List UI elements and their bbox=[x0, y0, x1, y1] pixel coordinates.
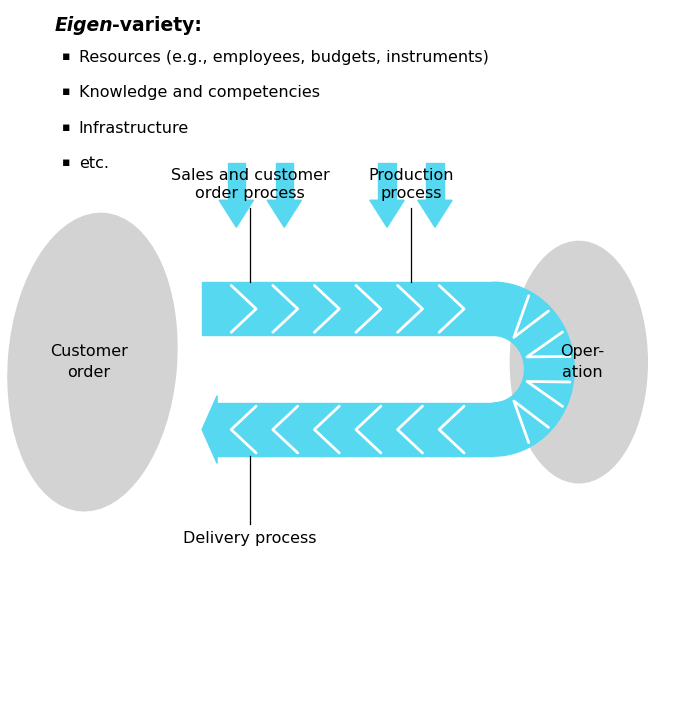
Polygon shape bbox=[202, 395, 217, 464]
Polygon shape bbox=[219, 200, 253, 227]
Polygon shape bbox=[418, 200, 452, 227]
Ellipse shape bbox=[8, 214, 177, 510]
Polygon shape bbox=[493, 283, 574, 456]
Bar bbox=[217, 403, 493, 456]
Bar bbox=[202, 282, 493, 336]
Text: ▪: ▪ bbox=[62, 85, 70, 98]
Bar bbox=[275, 163, 292, 200]
Polygon shape bbox=[267, 200, 301, 227]
Ellipse shape bbox=[510, 241, 647, 483]
Text: Resources (e.g., employees, budgets, instruments): Resources (e.g., employees, budgets, ins… bbox=[79, 50, 488, 65]
Text: Sales and customer
order process: Sales and customer order process bbox=[171, 168, 329, 200]
Bar bbox=[426, 163, 444, 200]
Text: -variety:: -variety: bbox=[112, 16, 201, 35]
Text: ▪: ▪ bbox=[62, 50, 70, 62]
Bar bbox=[227, 163, 245, 200]
Text: ▪: ▪ bbox=[62, 156, 70, 169]
Text: Eigen: Eigen bbox=[55, 16, 114, 35]
Polygon shape bbox=[370, 200, 404, 227]
Text: Infrastructure: Infrastructure bbox=[79, 121, 189, 136]
Text: Knowledge and competencies: Knowledge and competencies bbox=[79, 85, 320, 100]
Text: etc.: etc. bbox=[79, 156, 109, 171]
Text: Oper-
ation: Oper- ation bbox=[560, 344, 604, 380]
Text: Production
process: Production process bbox=[369, 168, 453, 200]
Text: Delivery process: Delivery process bbox=[184, 530, 316, 546]
Bar bbox=[378, 163, 395, 200]
Text: ▪: ▪ bbox=[62, 121, 70, 133]
Text: Customer
order: Customer order bbox=[50, 344, 128, 380]
